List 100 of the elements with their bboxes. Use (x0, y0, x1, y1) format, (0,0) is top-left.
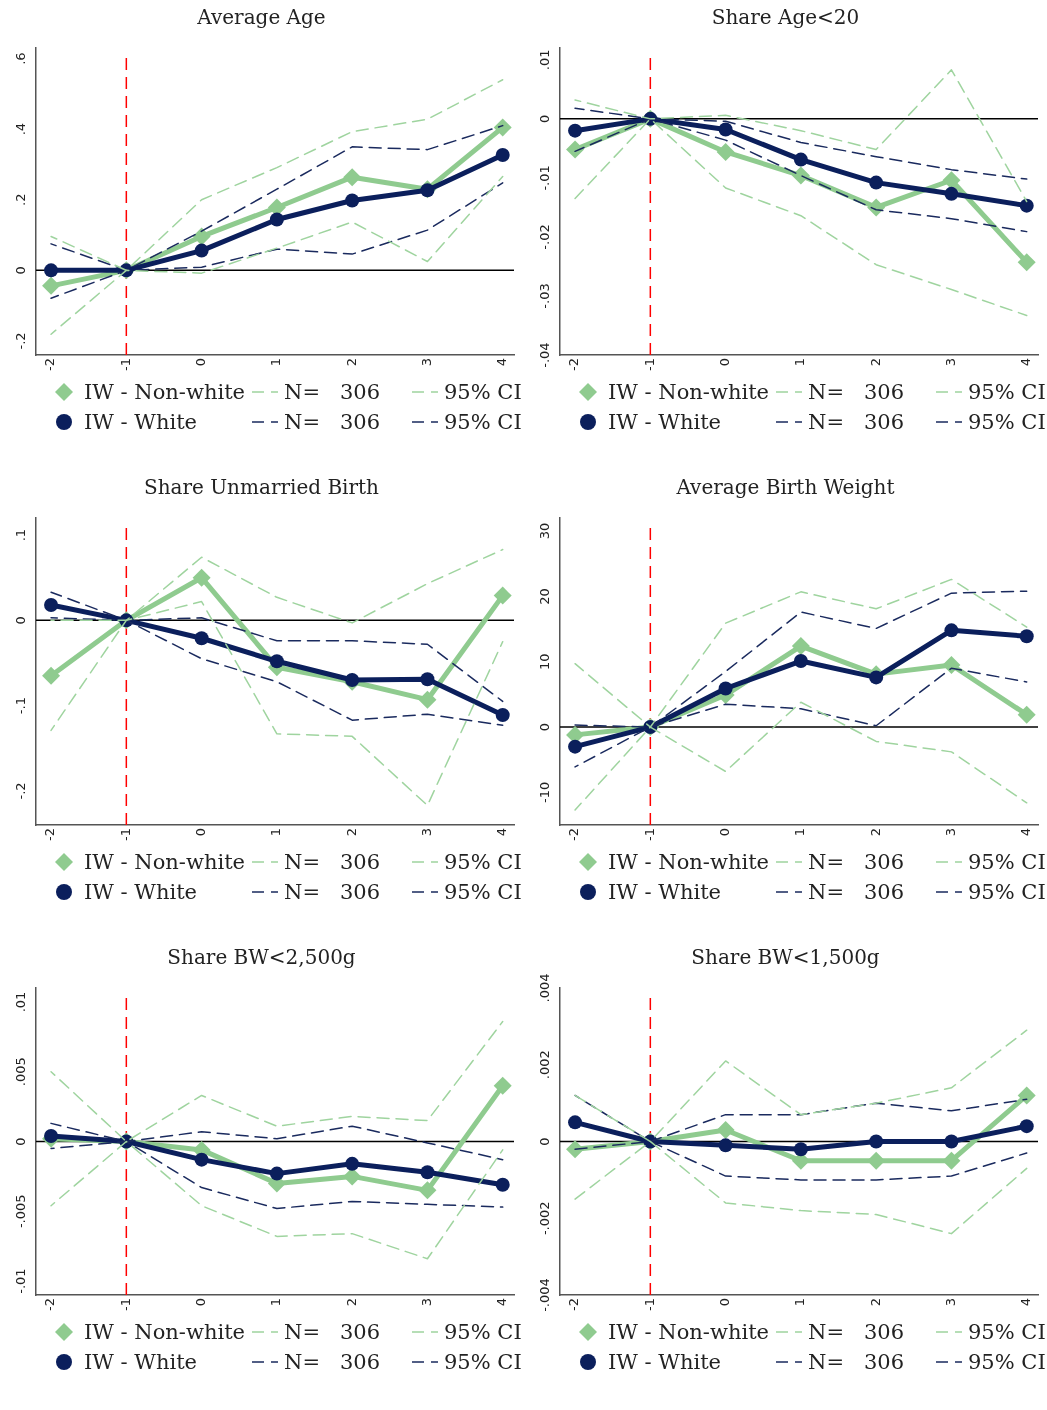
y-tick-label: -.04 (537, 342, 553, 368)
y-tick-label: 30 (537, 522, 553, 540)
legend-label: IW - Non-white (608, 850, 770, 874)
chart-title: Share Age<20 (710, 4, 861, 31)
y-tick-label: 0 (537, 114, 553, 123)
point (1017, 705, 1036, 724)
legend-label: 95% CI (444, 880, 522, 904)
legend-label: IW - White (608, 410, 722, 434)
x-tick-label: 4 (1018, 828, 1034, 837)
legend-label: 95% CI (968, 1350, 1046, 1374)
point (869, 1134, 884, 1149)
point (716, 142, 735, 161)
point (495, 147, 510, 162)
x-tick-label: -1 (117, 358, 133, 372)
point (1017, 1086, 1036, 1105)
x-tick-label: 4 (494, 1298, 510, 1307)
y-tick-label: -10 (537, 781, 553, 803)
y-tick-label: -.1 (13, 697, 29, 715)
legend-label: 95% CI (968, 1320, 1046, 1344)
point (194, 243, 209, 258)
point (718, 122, 733, 137)
x-tick-label: 0 (192, 1298, 208, 1307)
x-tick-label: -1 (641, 1298, 657, 1312)
x-tick-label: -2 (42, 358, 58, 372)
point (568, 739, 583, 754)
point (269, 212, 284, 227)
legend-label: 95% CI (968, 880, 1046, 904)
point (944, 623, 959, 638)
x-tick-label: 1 (792, 358, 808, 367)
point (869, 175, 884, 190)
text: N= 306 (284, 1350, 381, 1374)
y-tick-label: .005 (13, 1057, 29, 1087)
x-tick-label: -2 (566, 828, 582, 842)
point (269, 654, 284, 669)
y-tick-label: .1 (13, 528, 29, 542)
y-tick-label: -.01 (537, 165, 553, 191)
point (869, 670, 884, 685)
legend-label: 95% CI (444, 850, 522, 874)
point (420, 1165, 435, 1180)
x-tick-label: 1 (792, 1298, 808, 1307)
point (1017, 253, 1036, 272)
point (718, 681, 733, 696)
chart-title: Share BW<1,500g (690, 944, 881, 971)
y-tick-label: 0 (537, 722, 553, 732)
x-tick-label: 1 (268, 1298, 284, 1307)
x-tick-label: 3 (418, 358, 434, 367)
point (793, 654, 808, 669)
x-tick-label: 3 (942, 1298, 958, 1307)
x-tick-label: 2 (867, 828, 883, 837)
chart-title: Average Age (196, 4, 327, 31)
x-tick-label: 3 (942, 358, 958, 367)
legend-label: 95% CI (444, 410, 522, 434)
text: N= 306 (284, 880, 381, 904)
x-tick-label: 4 (494, 828, 510, 837)
x-tick-label: 2 (867, 358, 883, 367)
x-tick-label: 4 (1018, 358, 1034, 367)
legend-label: 95% CI (968, 410, 1046, 434)
point (42, 666, 61, 685)
point (493, 1076, 512, 1095)
point (791, 637, 810, 656)
text: N= 306 (808, 410, 905, 434)
point (1019, 1119, 1034, 1134)
legend-label: 95% CI (444, 1320, 522, 1344)
y-tick-label: -.004 (537, 1278, 553, 1312)
chart-title: Average Birth Weight (675, 474, 896, 501)
x-tick-label: -2 (42, 1298, 58, 1312)
x-tick-label: 3 (418, 1298, 434, 1307)
x-tick-label: 0 (716, 828, 732, 837)
point (716, 1121, 735, 1140)
text: N= 306 (284, 1320, 381, 1344)
point (1019, 629, 1034, 644)
legend-label: 95% CI (968, 380, 1046, 404)
y-tick-label: .6 (13, 52, 29, 65)
y-tick-label: .2 (13, 193, 29, 206)
y-tick-label: -.002 (537, 1201, 553, 1236)
x-tick-label: 2 (343, 1298, 359, 1307)
y-tick-label: -.2 (13, 332, 29, 350)
legend-label: IW - Non-white (84, 380, 246, 404)
text: N= 306 (808, 380, 905, 404)
chart-title: Share Unmarried Birth (143, 474, 380, 501)
y-tick-label: 0 (13, 616, 29, 625)
point (493, 586, 512, 605)
x-tick-label: 4 (494, 358, 510, 367)
point (566, 140, 585, 159)
point (44, 597, 59, 612)
x-tick-label: -2 (42, 828, 58, 842)
point (42, 276, 61, 295)
text: N= 306 (808, 850, 905, 874)
point (568, 1115, 583, 1130)
x-tick-label: 3 (942, 828, 958, 837)
text: N= 306 (808, 1350, 905, 1374)
x-tick-label: 0 (192, 828, 208, 837)
x-tick-label: -1 (641, 828, 657, 842)
x-tick-label: 0 (716, 1298, 732, 1307)
point (420, 672, 435, 687)
x-tick-label: 0 (192, 358, 208, 367)
point (345, 1156, 360, 1171)
y-tick-label: -.02 (537, 224, 553, 250)
point (568, 123, 583, 138)
text: N= 306 (284, 850, 381, 874)
